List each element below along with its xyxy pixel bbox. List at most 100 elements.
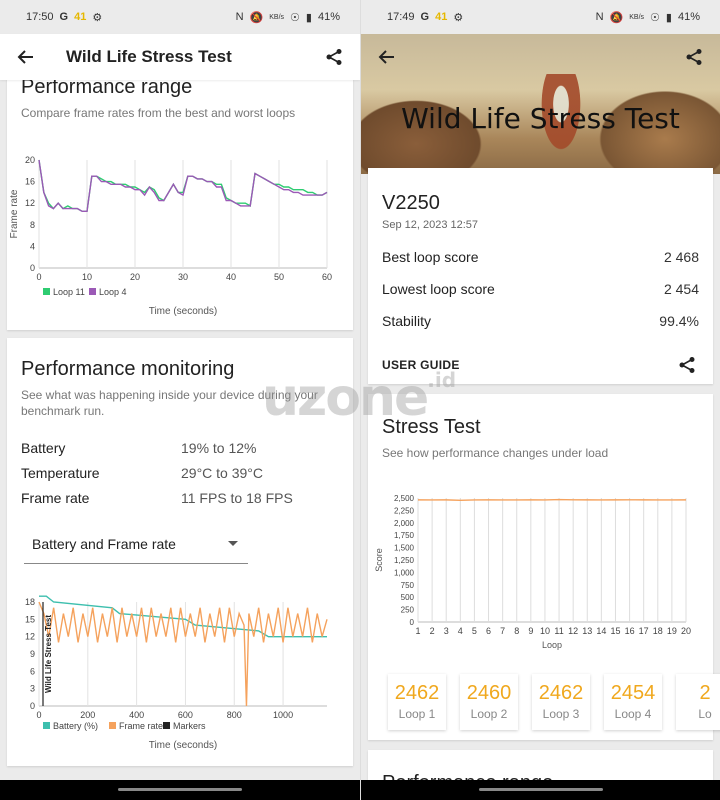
user-guide-link[interactable]: USER GUIDE [382,358,460,372]
stress-test-card: Stress Test See how performance changes … [368,394,720,740]
chart-type-dropdown[interactable]: Battery and Frame rate [24,524,248,564]
x-tick-label: 1000 [273,710,293,720]
x-tick-label: 16 [625,626,635,636]
x-tick-label: 10 [82,272,92,282]
x-axis-label: Loop [542,640,562,650]
loop-score-list: 2462 Loop 1 2460 Loop 2 2462 Loop 3 2454 Loop 4… [388,674,720,730]
legend-swatch-battery [43,722,50,729]
loop-score-card[interactable]: 2462 Loop 3 [532,674,590,730]
summary-row: Temperature 29°C to 39°C [21,460,339,485]
hero-art-character [531,74,591,174]
run-date: Sep 12, 2023 12:57 [382,219,479,231]
monitoring-chart: 0 200 400 600 800 1000 0 3 6 9 12 15 18 Wild Life Str… [25,595,328,751]
x-tick-label: 30 [178,272,188,282]
legend-label: Battery (%) [53,721,98,731]
x-tick-label: 400 [129,710,144,720]
google-icon: G [420,11,430,23]
x-tick-label: 7 [500,626,505,636]
back-arrow-icon[interactable] [375,45,399,69]
y-tick-label: 500 [401,593,415,602]
row-label: Best loop score [382,249,479,265]
stress-test-chart: 1 2 3 4 5 6 7 8 9 10 11 12 13 14 15 16 17 18 19 20025050075… [374,494,691,650]
battery-icon: ▮ [305,11,312,24]
back-arrow-icon[interactable] [14,45,38,69]
loop-label: Loop 2 [470,707,508,721]
y-tick-label: 16 [25,177,35,187]
card-subtitle: Compare frame rates from the best and wo… [21,106,296,120]
row-value: 2 468 [663,249,699,265]
y-tick-label: 1,250 [394,556,415,565]
home-handle[interactable] [478,788,603,791]
battery-level: 41% [317,11,340,23]
x-tick-label: 8 [514,626,519,636]
y-tick-label: 18 [25,597,35,607]
x-tick-label: 1 [415,626,420,636]
x-tick-label: 200 [80,710,95,720]
loop-label: Loop 1 [398,707,436,721]
x-tick-label: 2 [430,626,435,636]
card-title: Performance range [21,76,193,98]
y-tick-label: 15 [25,614,35,624]
row-value: 29°C to 39°C [181,464,264,481]
game-icon: ⚙ [92,11,103,24]
x-tick-label: 5 [472,626,477,636]
x-axis-label: Time (seconds) [149,740,218,751]
loop-score-card[interactable]: 2460 Loop 2 [460,674,518,730]
y-tick-label: 1,000 [394,568,415,577]
loop-score-card[interactable]: 2 Lo [676,674,720,730]
loop-label: Loop 4 [614,707,652,721]
hero-banner: Wild Life Stress Test [361,34,720,174]
summary-row: Battery 19% to 12% [21,435,339,460]
wifi-icon: ☉ [650,11,660,24]
chevron-down-icon [228,541,238,546]
hero-art-rock-left [361,94,491,174]
device-score-card: V2250 Sep 12, 2023 12:57 Best loop score… [368,168,713,384]
x-tick-label: 14 [596,626,606,636]
series-line-frame-rate [38,601,328,707]
legend-swatch-frame-rate [109,722,116,729]
row-value: 99.4% [659,313,699,329]
x-tick-label: 13 [582,626,592,636]
notification-badge: 41 [435,11,448,23]
x-tick-label: 20 [130,272,140,282]
mute-icon: 🔕 [249,11,264,24]
card-title: Stress Test [382,416,481,438]
x-tick-label: 800 [227,710,242,720]
x-tick-label: 18 [653,626,663,636]
home-handle[interactable] [118,788,242,791]
share-icon[interactable] [322,45,346,69]
device-name: V2250 [382,192,440,214]
game-icon: ⚙ [453,11,464,24]
share-icon[interactable] [682,45,706,69]
summary-row: Lowest loop score 2 454 [382,273,699,305]
x-tick-label: 12 [568,626,578,636]
status-bar: 17:50 G 41 ⚙ N 🔕 KB/s ☉ ▮ 41% [0,0,360,34]
x-tick-label: 20 [681,626,691,636]
nfc-icon: N [235,11,244,23]
mute-icon: 🔕 [609,11,624,24]
row-label: Battery [21,439,66,456]
app-bar [361,34,720,80]
y-tick-label: 2,000 [394,519,415,528]
loop-score-card[interactable]: 2462 Loop 1 [388,674,446,730]
x-tick-label: 4 [458,626,463,636]
legend-label: Loop 4 [99,287,127,297]
status-bar: 17:49 G 41 ⚙ N 🔕 KB/s ☉ ▮ 41% [361,0,720,34]
y-tick-label: 1,750 [394,531,415,540]
y-tick-label: 2,250 [394,506,415,515]
marker-label: Wild Life Stress Test [44,615,53,693]
loop-score-card[interactable]: 2454 Loop 4 [604,674,662,730]
x-tick-label: 19 [667,626,677,636]
row-value: 2 454 [663,281,699,297]
share-icon[interactable] [675,353,699,377]
loop-score: 2 [699,682,711,704]
network-speed: KB/s [629,13,645,21]
app-bar: Wild Life Stress Test [0,34,360,80]
y-axis-label: Frame rate [9,189,20,238]
y-tick-label: 250 [401,606,415,615]
y-tick-label: 4 [30,241,35,251]
y-tick-label: 12 [25,198,35,208]
x-tick-label: 3 [444,626,449,636]
hero-title: Wild Life Stress Test [401,102,680,135]
page-title: Wild Life Stress Test [66,47,232,66]
